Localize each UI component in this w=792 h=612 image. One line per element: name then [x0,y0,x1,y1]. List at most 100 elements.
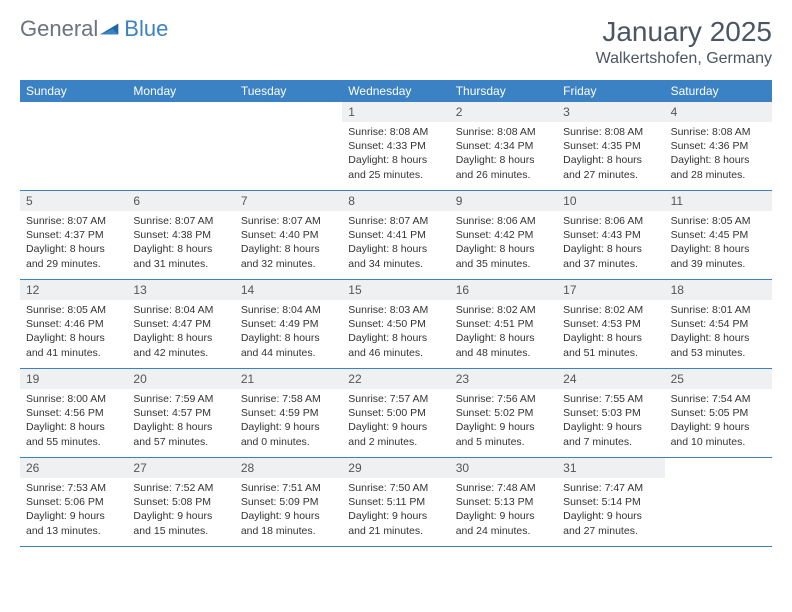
daylight-text: Daylight: 9 hours and 15 minutes. [133,509,228,537]
day-number: 30 [450,458,557,478]
daylight-text: Daylight: 8 hours and 53 minutes. [671,331,766,359]
sunrise-text: Sunrise: 7:52 AM [133,481,228,495]
day-number: 31 [557,458,664,478]
weekday-thu: Thursday [450,80,557,102]
day-details: Sunrise: 8:07 AMSunset: 4:37 PMDaylight:… [20,211,127,275]
day-details: Sunrise: 7:48 AMSunset: 5:13 PMDaylight:… [450,478,557,542]
calendar-cell [127,102,234,190]
calendar-cell: 1Sunrise: 8:08 AMSunset: 4:33 PMDaylight… [342,102,449,190]
day-details: Sunrise: 8:07 AMSunset: 4:41 PMDaylight:… [342,211,449,275]
day-details: Sunrise: 7:59 AMSunset: 4:57 PMDaylight:… [127,389,234,453]
calendar-cell: 10Sunrise: 8:06 AMSunset: 4:43 PMDayligh… [557,191,664,279]
sunset-text: Sunset: 4:37 PM [26,228,121,242]
calendar-cell: 18Sunrise: 8:01 AMSunset: 4:54 PMDayligh… [665,280,772,368]
daylight-text: Daylight: 8 hours and 35 minutes. [456,242,551,270]
day-number: 22 [342,369,449,389]
day-number: 23 [450,369,557,389]
calendar-cell: 11Sunrise: 8:05 AMSunset: 4:45 PMDayligh… [665,191,772,279]
calendar-cell: 20Sunrise: 7:59 AMSunset: 4:57 PMDayligh… [127,369,234,457]
sunrise-text: Sunrise: 8:07 AM [133,214,228,228]
brand-part2: Blue [124,16,168,42]
sunset-text: Sunset: 4:45 PM [671,228,766,242]
calendar-cell: 15Sunrise: 8:03 AMSunset: 4:50 PMDayligh… [342,280,449,368]
sunset-text: Sunset: 4:43 PM [563,228,658,242]
calendar-cell: 21Sunrise: 7:58 AMSunset: 4:59 PMDayligh… [235,369,342,457]
sunrise-text: Sunrise: 8:07 AM [26,214,121,228]
day-details: Sunrise: 7:52 AMSunset: 5:08 PMDaylight:… [127,478,234,542]
calendar-cell: 4Sunrise: 8:08 AMSunset: 4:36 PMDaylight… [665,102,772,190]
day-details: Sunrise: 8:07 AMSunset: 4:40 PMDaylight:… [235,211,342,275]
weekday-fri: Friday [557,80,664,102]
calendar-cell: 30Sunrise: 7:48 AMSunset: 5:13 PMDayligh… [450,458,557,546]
calendar-cell [235,102,342,190]
sunrise-text: Sunrise: 8:04 AM [241,303,336,317]
sunset-text: Sunset: 4:38 PM [133,228,228,242]
weekday-wed: Wednesday [342,80,449,102]
day-details: Sunrise: 8:05 AMSunset: 4:46 PMDaylight:… [20,300,127,364]
day-number: 5 [20,191,127,211]
sunrise-text: Sunrise: 8:00 AM [26,392,121,406]
calendar-cell: 22Sunrise: 7:57 AMSunset: 5:00 PMDayligh… [342,369,449,457]
sunset-text: Sunset: 5:11 PM [348,495,443,509]
daylight-text: Daylight: 9 hours and 7 minutes. [563,420,658,448]
week-row: 19Sunrise: 8:00 AMSunset: 4:56 PMDayligh… [20,369,772,458]
sunset-text: Sunset: 4:35 PM [563,139,658,153]
day-number: 25 [665,369,772,389]
sunrise-text: Sunrise: 8:08 AM [671,125,766,139]
calendar-cell: 25Sunrise: 7:54 AMSunset: 5:05 PMDayligh… [665,369,772,457]
calendar-cell: 24Sunrise: 7:55 AMSunset: 5:03 PMDayligh… [557,369,664,457]
sunrise-text: Sunrise: 8:07 AM [348,214,443,228]
daylight-text: Daylight: 8 hours and 51 minutes. [563,331,658,359]
day-number: 1 [342,102,449,122]
week-row: 1Sunrise: 8:08 AMSunset: 4:33 PMDaylight… [20,102,772,191]
daylight-text: Daylight: 8 hours and 48 minutes. [456,331,551,359]
sunrise-text: Sunrise: 7:57 AM [348,392,443,406]
weekday-sun: Sunday [20,80,127,102]
calendar-cell [665,458,772,546]
sunset-text: Sunset: 5:08 PM [133,495,228,509]
day-details: Sunrise: 8:06 AMSunset: 4:43 PMDaylight:… [557,211,664,275]
day-number: 20 [127,369,234,389]
day-number: 12 [20,280,127,300]
sunset-text: Sunset: 4:42 PM [456,228,551,242]
weekday-header: Sunday Monday Tuesday Wednesday Thursday… [20,80,772,102]
day-number: 26 [20,458,127,478]
sunrise-text: Sunrise: 8:04 AM [133,303,228,317]
day-number: 7 [235,191,342,211]
day-number: 6 [127,191,234,211]
sunset-text: Sunset: 4:50 PM [348,317,443,331]
calendar-cell: 9Sunrise: 8:06 AMSunset: 4:42 PMDaylight… [450,191,557,279]
day-number: 28 [235,458,342,478]
calendar: Sunday Monday Tuesday Wednesday Thursday… [20,80,772,547]
calendar-cell: 13Sunrise: 8:04 AMSunset: 4:47 PMDayligh… [127,280,234,368]
daylight-text: Daylight: 8 hours and 55 minutes. [26,420,121,448]
day-details: Sunrise: 8:04 AMSunset: 4:49 PMDaylight:… [235,300,342,364]
sunrise-text: Sunrise: 7:48 AM [456,481,551,495]
sunset-text: Sunset: 4:49 PM [241,317,336,331]
day-number: 19 [20,369,127,389]
sunset-text: Sunset: 4:33 PM [348,139,443,153]
daylight-text: Daylight: 9 hours and 2 minutes. [348,420,443,448]
day-details: Sunrise: 7:54 AMSunset: 5:05 PMDaylight:… [665,389,772,453]
sunset-text: Sunset: 4:54 PM [671,317,766,331]
daylight-text: Daylight: 8 hours and 27 minutes. [563,153,658,181]
calendar-cell: 27Sunrise: 7:52 AMSunset: 5:08 PMDayligh… [127,458,234,546]
location-text: Walkertshofen, Germany [596,50,772,68]
daylight-text: Daylight: 8 hours and 26 minutes. [456,153,551,181]
day-details: Sunrise: 7:55 AMSunset: 5:03 PMDaylight:… [557,389,664,453]
sunset-text: Sunset: 4:51 PM [456,317,551,331]
month-title: January 2025 [596,16,772,48]
daylight-text: Daylight: 8 hours and 57 minutes. [133,420,228,448]
day-number: 8 [342,191,449,211]
day-details: Sunrise: 8:04 AMSunset: 4:47 PMDaylight:… [127,300,234,364]
sunrise-text: Sunrise: 8:06 AM [456,214,551,228]
daylight-text: Daylight: 8 hours and 42 minutes. [133,331,228,359]
sunset-text: Sunset: 4:59 PM [241,406,336,420]
brand-part1: General [20,16,98,42]
daylight-text: Daylight: 8 hours and 41 minutes. [26,331,121,359]
calendar-cell: 31Sunrise: 7:47 AMSunset: 5:14 PMDayligh… [557,458,664,546]
sunrise-text: Sunrise: 8:05 AM [671,214,766,228]
sunrise-text: Sunrise: 8:08 AM [348,125,443,139]
day-number: 18 [665,280,772,300]
sunrise-text: Sunrise: 7:50 AM [348,481,443,495]
